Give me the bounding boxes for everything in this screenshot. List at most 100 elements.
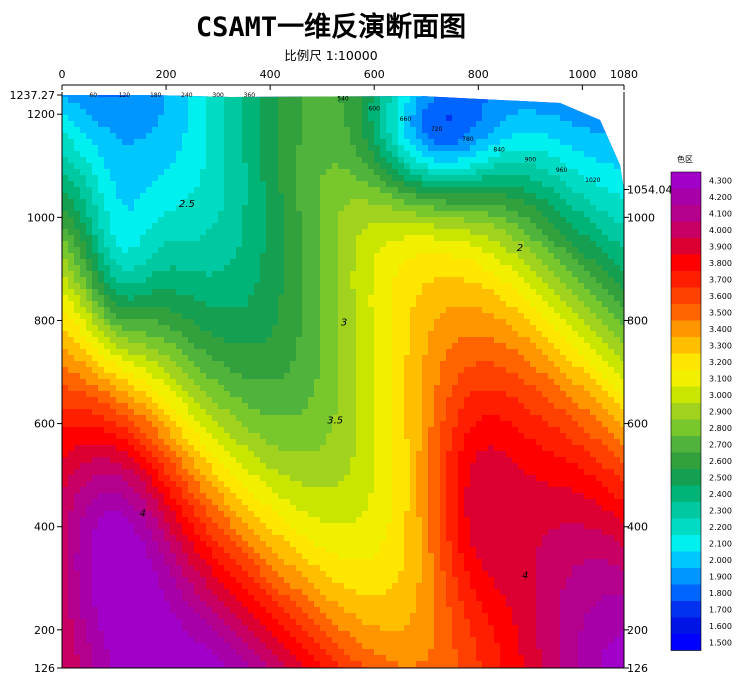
field-cell <box>236 199 243 206</box>
field-cell <box>314 619 321 626</box>
field-cell <box>140 589 147 596</box>
field-cell <box>332 463 339 470</box>
field-cell <box>128 625 135 632</box>
field-cell <box>98 529 105 536</box>
field-cell <box>206 97 213 104</box>
field-cell <box>350 439 357 446</box>
field-cell <box>350 115 357 122</box>
field-cell <box>110 547 117 554</box>
field-cell <box>134 103 141 110</box>
field-cell <box>146 487 153 494</box>
field-cell <box>200 307 207 314</box>
field-cell <box>98 295 105 302</box>
field-cell <box>176 553 183 560</box>
field-cell <box>182 619 189 626</box>
field-cell <box>218 565 225 572</box>
field-cell <box>308 175 315 182</box>
field-cell <box>242 643 249 650</box>
field-cell <box>146 559 153 566</box>
field-cell <box>290 517 297 524</box>
field-cell <box>212 619 219 626</box>
field-cell <box>356 319 363 326</box>
field-cell <box>158 463 165 470</box>
field-cell <box>200 115 207 122</box>
field-cell <box>140 475 147 482</box>
field-cell <box>272 451 279 458</box>
field-cell <box>350 409 357 416</box>
field-cell <box>314 373 321 380</box>
field-cell <box>92 601 99 608</box>
field-cell <box>260 235 267 242</box>
field-cell <box>242 217 249 224</box>
field-cell <box>320 559 327 566</box>
field-cell <box>194 601 201 608</box>
field-cell <box>302 577 309 584</box>
field-cell <box>80 379 87 386</box>
field-cell <box>236 361 243 368</box>
field-cell <box>290 367 297 374</box>
field-cell <box>134 163 141 170</box>
field-cell <box>140 367 147 374</box>
field-cell <box>260 571 267 578</box>
field-cell <box>272 133 279 140</box>
field-cell <box>302 145 309 152</box>
field-cell <box>296 325 303 332</box>
field-cell <box>80 565 87 572</box>
field-cell <box>356 535 363 542</box>
field-cell <box>182 625 189 632</box>
field-cell <box>92 559 99 566</box>
field-cell <box>122 355 129 362</box>
field-cell <box>284 349 291 356</box>
field-cell <box>140 253 147 260</box>
field-cell <box>146 529 153 536</box>
field-cell <box>284 559 291 566</box>
field-cell <box>284 343 291 350</box>
field-cell <box>140 325 147 332</box>
field-cell <box>128 331 135 338</box>
field-cell <box>284 547 291 554</box>
field-cell <box>338 301 345 308</box>
field-cell <box>182 97 189 104</box>
field-cell <box>170 427 177 434</box>
field-cell <box>170 385 177 392</box>
field-cell <box>146 187 153 194</box>
field-cell <box>266 145 273 152</box>
field-cell <box>152 421 159 428</box>
field-cell <box>206 325 213 332</box>
field-cell <box>218 433 225 440</box>
field-cell <box>308 427 315 434</box>
field-cell <box>272 127 279 134</box>
field-cell <box>80 373 87 380</box>
field-cell <box>218 391 225 398</box>
field-cell <box>356 187 363 194</box>
field-cell <box>314 589 321 596</box>
field-cell <box>356 589 363 596</box>
field-cell <box>260 103 267 110</box>
field-cell <box>314 403 321 410</box>
field-cell <box>242 247 249 254</box>
field-cell <box>308 121 315 128</box>
field-cell <box>146 385 153 392</box>
field-cell <box>80 229 87 236</box>
field-cell <box>302 187 309 194</box>
field-cell <box>260 247 267 254</box>
field-cell <box>212 631 219 638</box>
field-cell <box>98 157 105 164</box>
field-cell <box>122 211 129 218</box>
field-cell <box>278 505 285 512</box>
field-cell <box>176 559 183 566</box>
field-cell <box>212 319 219 326</box>
field-cell <box>266 163 273 170</box>
field-cell <box>110 103 117 110</box>
field-cell <box>182 391 189 398</box>
field-cell <box>176 139 183 146</box>
field-cell <box>134 403 141 410</box>
field-cell <box>164 481 171 488</box>
field-cell <box>344 553 351 560</box>
field-cell <box>206 457 213 464</box>
field-cell <box>74 103 81 110</box>
field-cell <box>290 523 297 530</box>
field-cell <box>176 421 183 428</box>
field-cell <box>146 457 153 464</box>
field-cell <box>308 517 315 524</box>
